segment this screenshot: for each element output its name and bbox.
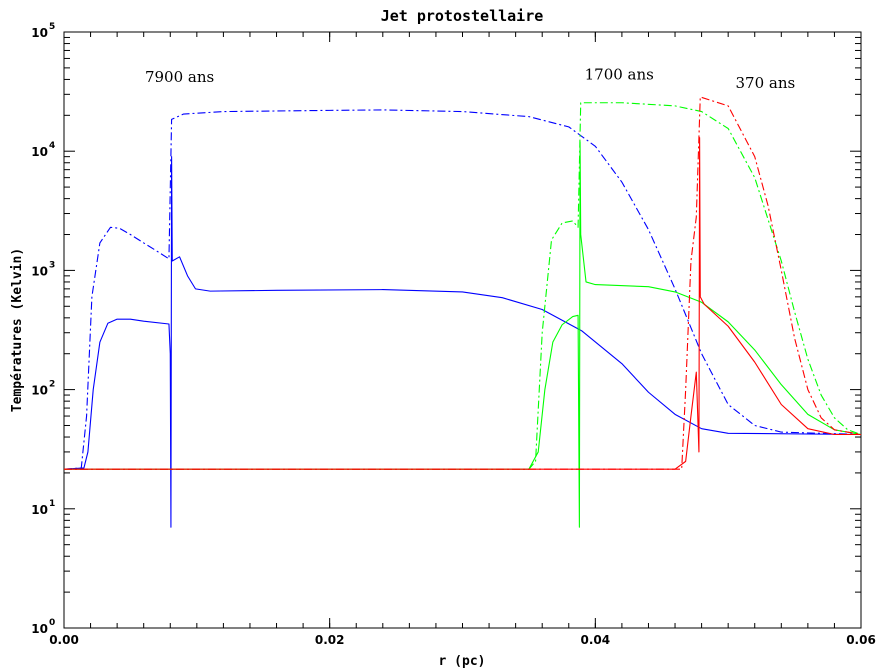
y-tick-exponent: 3 [49, 260, 55, 270]
y-tick-exponent: 4 [49, 141, 55, 151]
series-line-3 [64, 141, 862, 528]
x-tick-label: 0.06 [846, 633, 876, 647]
y-tick-label: 10 [31, 145, 48, 159]
y-tick-exponent: 1 [49, 499, 55, 509]
major-ticks [63, 31, 862, 629]
y-tick-exponent: 5 [49, 22, 55, 32]
y-tick-label: 10 [31, 384, 48, 398]
y-tick-exponent: 2 [49, 380, 55, 390]
minor-ticks [63, 32, 862, 628]
x-axis-label: r (pc) [439, 654, 486, 669]
y-tick-label: 10 [31, 264, 48, 278]
plot-frame [63, 31, 862, 629]
age-annotation: 1700 ans [585, 65, 654, 83]
y-tick-label: 10 [31, 503, 48, 517]
y-tick-exponent: 0 [49, 618, 55, 628]
series-line-6 [64, 96, 862, 470]
x-tick-label: 0.00 [49, 633, 79, 647]
series-line-5 [64, 137, 861, 470]
chart-title: Jet protostellaire [381, 7, 544, 25]
age-annotation: 7900 ans [145, 68, 214, 86]
age-annotation: 370 ans [736, 74, 796, 92]
series-line-1 [63, 156, 862, 528]
y-tick-label: 10 [31, 622, 48, 636]
series-layer [63, 96, 862, 528]
annotations: 7900 ans 1700 ans 370 ans [145, 65, 795, 91]
y-tick-label: 10 [31, 26, 48, 40]
x-tick-label: 0.04 [581, 633, 611, 647]
y-axis-label: Températures (Kelvin) [10, 248, 25, 412]
series-line-2 [63, 109, 862, 470]
series-line-4 [64, 102, 862, 470]
x-tick-label: 0.02 [315, 633, 345, 647]
